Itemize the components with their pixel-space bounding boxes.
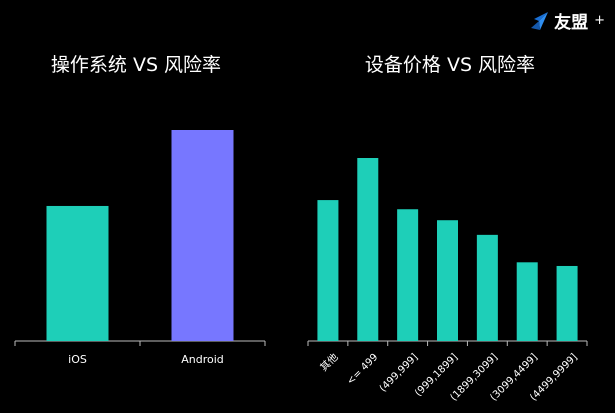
price-bar <box>357 158 379 341</box>
umeng-logo-icon <box>528 10 550 32</box>
brand-plus: + <box>594 13 605 28</box>
brand-name: 友盟 <box>554 13 589 33</box>
brand-logo: 友盟 + <box>528 8 605 33</box>
price-x-tick-label: <= 499 <box>345 352 380 387</box>
price-bar <box>437 220 458 341</box>
os-x-tick-label: Android <box>181 353 224 366</box>
price-bar <box>317 200 339 341</box>
price-bar <box>397 209 419 341</box>
price-x-tick-label: (499,999] <box>378 352 421 395</box>
price-bar <box>476 234 498 341</box>
price-x-tick-label: 其他 <box>317 350 340 373</box>
price-bar <box>516 262 538 341</box>
os-bar <box>46 205 109 341</box>
chart-title-price: 设备价格 VS 风险率 <box>364 54 536 76</box>
chart-title-os: 操作系统 VS 风险率 <box>50 54 222 76</box>
price-bar <box>556 265 578 341</box>
os-x-tick-label: iOS <box>68 353 87 366</box>
os-bar <box>171 130 234 341</box>
